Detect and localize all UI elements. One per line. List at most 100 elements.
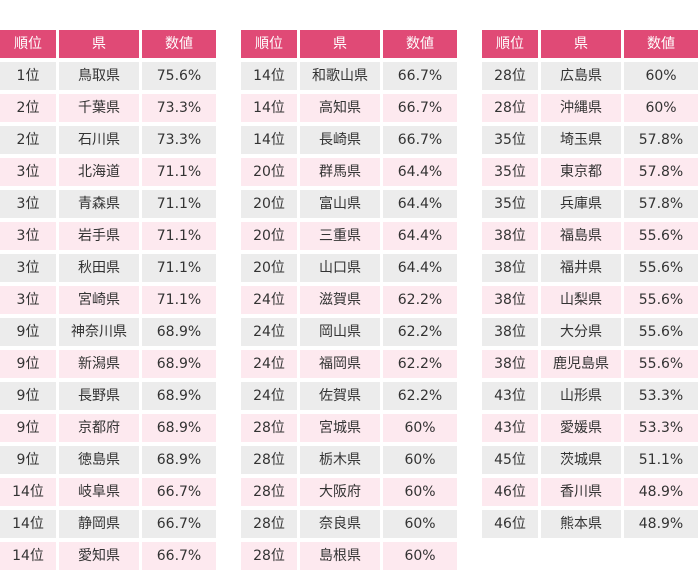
prefecture-cell: 京都府: [59, 414, 139, 442]
value-cell: 60%: [624, 62, 698, 90]
value-cell: 64.4%: [383, 158, 457, 186]
table-row: 38位 大分県 55.6%: [482, 318, 698, 346]
table-row: 14位 静岡県 66.7%: [0, 510, 216, 538]
prefecture-cell: 埼玉県: [541, 126, 621, 154]
prefecture-cell: 神奈川県: [59, 318, 139, 346]
prefecture-cell: 大阪府: [300, 478, 380, 506]
header-rank: 順位: [482, 30, 538, 58]
table-row: 9位 新潟県 68.9%: [0, 350, 216, 378]
table-row: 24位 佐賀県 62.2%: [241, 382, 457, 410]
rank-cell: 28位: [482, 94, 538, 122]
table-row: 3位 北海道 71.1%: [0, 158, 216, 186]
rank-cell: 35位: [482, 126, 538, 154]
value-cell: 64.4%: [383, 254, 457, 282]
prefecture-cell: 石川県: [59, 126, 139, 154]
value-cell: 53.3%: [624, 382, 698, 410]
rank-cell: 35位: [482, 158, 538, 186]
table-row: 35位 東京都 57.8%: [482, 158, 698, 186]
prefecture-cell: 栃木県: [300, 446, 380, 474]
value-cell: 73.3%: [142, 126, 216, 154]
table-row: 43位 山形県 53.3%: [482, 382, 698, 410]
prefecture-cell: 福島県: [541, 222, 621, 250]
prefecture-cell: 山形県: [541, 382, 621, 410]
value-cell: 68.9%: [142, 318, 216, 346]
ranking-table-1: 順位県数値 1位 鳥取県 75.6% 2位 千葉県 73.3% 2位 石川県 73.3% 3位 北海道…: [0, 30, 216, 574]
value-cell: 60%: [383, 478, 457, 506]
table-row: 28位 大阪府 60%: [241, 478, 457, 506]
rank-cell: 2位: [0, 126, 56, 154]
value-cell: 55.6%: [624, 222, 698, 250]
header-value: 数値: [624, 30, 698, 58]
table-row: 28位 宮城県 60%: [241, 414, 457, 442]
table-row: 14位 岐阜県 66.7%: [0, 478, 216, 506]
rank-cell: 24位: [241, 286, 297, 314]
header-prefecture: 県: [300, 30, 380, 58]
prefecture-cell: 鹿児島県: [541, 350, 621, 378]
prefecture-cell: 和歌山県: [300, 62, 380, 90]
table-row: 1位 鳥取県 75.6%: [0, 62, 216, 90]
rank-cell: 46位: [482, 478, 538, 506]
rank-cell: 28位: [241, 414, 297, 442]
rank-cell: 24位: [241, 318, 297, 346]
table-row: 20位 山口県 64.4%: [241, 254, 457, 282]
table-row: 14位 和歌山県 66.7%: [241, 62, 457, 90]
table-row: 2位 石川県 73.3%: [0, 126, 216, 154]
value-cell: 75.6%: [142, 62, 216, 90]
table-row: 35位 埼玉県 57.8%: [482, 126, 698, 154]
value-cell: 71.1%: [142, 190, 216, 218]
value-cell: 66.7%: [383, 62, 457, 90]
value-cell: 66.7%: [383, 126, 457, 154]
value-cell: 55.6%: [624, 350, 698, 378]
table-row: 28位 沖縄県 60%: [482, 94, 698, 122]
table-row: 3位 青森県 71.1%: [0, 190, 216, 218]
rank-cell: 9位: [0, 318, 56, 346]
table-row: 14位 愛知県 66.7%: [0, 542, 216, 570]
table-row: 9位 神奈川県 68.9%: [0, 318, 216, 346]
value-cell: 68.9%: [142, 382, 216, 410]
table-row: 2位 千葉県 73.3%: [0, 94, 216, 122]
prefecture-cell: 熊本県: [541, 510, 621, 538]
prefecture-cell: 島根県: [300, 542, 380, 570]
prefecture-cell: 兵庫県: [541, 190, 621, 218]
header-prefecture: 県: [59, 30, 139, 58]
value-cell: 73.3%: [142, 94, 216, 122]
value-cell: 68.9%: [142, 446, 216, 474]
rank-cell: 20位: [241, 254, 297, 282]
prefecture-cell: 宮崎県: [59, 286, 139, 314]
prefecture-cell: 山梨県: [541, 286, 621, 314]
value-cell: 62.2%: [383, 382, 457, 410]
prefecture-cell: 愛知県: [59, 542, 139, 570]
rank-cell: 43位: [482, 414, 538, 442]
rank-cell: 14位: [0, 542, 56, 570]
value-cell: 64.4%: [383, 190, 457, 218]
prefecture-cell: 広島県: [541, 62, 621, 90]
value-cell: 60%: [383, 542, 457, 570]
prefecture-cell: 福岡県: [300, 350, 380, 378]
value-cell: 71.1%: [142, 254, 216, 282]
rank-cell: 9位: [0, 446, 56, 474]
table-row: 9位 徳島県 68.9%: [0, 446, 216, 474]
header-row: 順位県数値: [482, 30, 698, 58]
rank-cell: 38位: [482, 286, 538, 314]
rank-cell: 14位: [241, 62, 297, 90]
value-cell: 68.9%: [142, 414, 216, 442]
value-cell: 60%: [383, 510, 457, 538]
prefecture-cell: 鳥取県: [59, 62, 139, 90]
table-row: 9位 長野県 68.9%: [0, 382, 216, 410]
header-value: 数値: [383, 30, 457, 58]
value-cell: 71.1%: [142, 286, 216, 314]
value-cell: 53.3%: [624, 414, 698, 442]
rank-cell: 14位: [241, 126, 297, 154]
prefecture-cell: 高知県: [300, 94, 380, 122]
prefecture-cell: 岩手県: [59, 222, 139, 250]
table-row: 38位 福井県 55.6%: [482, 254, 698, 282]
rank-cell: 2位: [0, 94, 56, 122]
table-row: 45位 茨城県 51.1%: [482, 446, 698, 474]
table-row: 14位 長崎県 66.7%: [241, 126, 457, 154]
value-cell: 71.1%: [142, 158, 216, 186]
value-cell: 57.8%: [624, 126, 698, 154]
value-cell: 68.9%: [142, 350, 216, 378]
value-cell: 62.2%: [383, 286, 457, 314]
prefecture-cell: 青森県: [59, 190, 139, 218]
table-row: 28位 栃木県 60%: [241, 446, 457, 474]
